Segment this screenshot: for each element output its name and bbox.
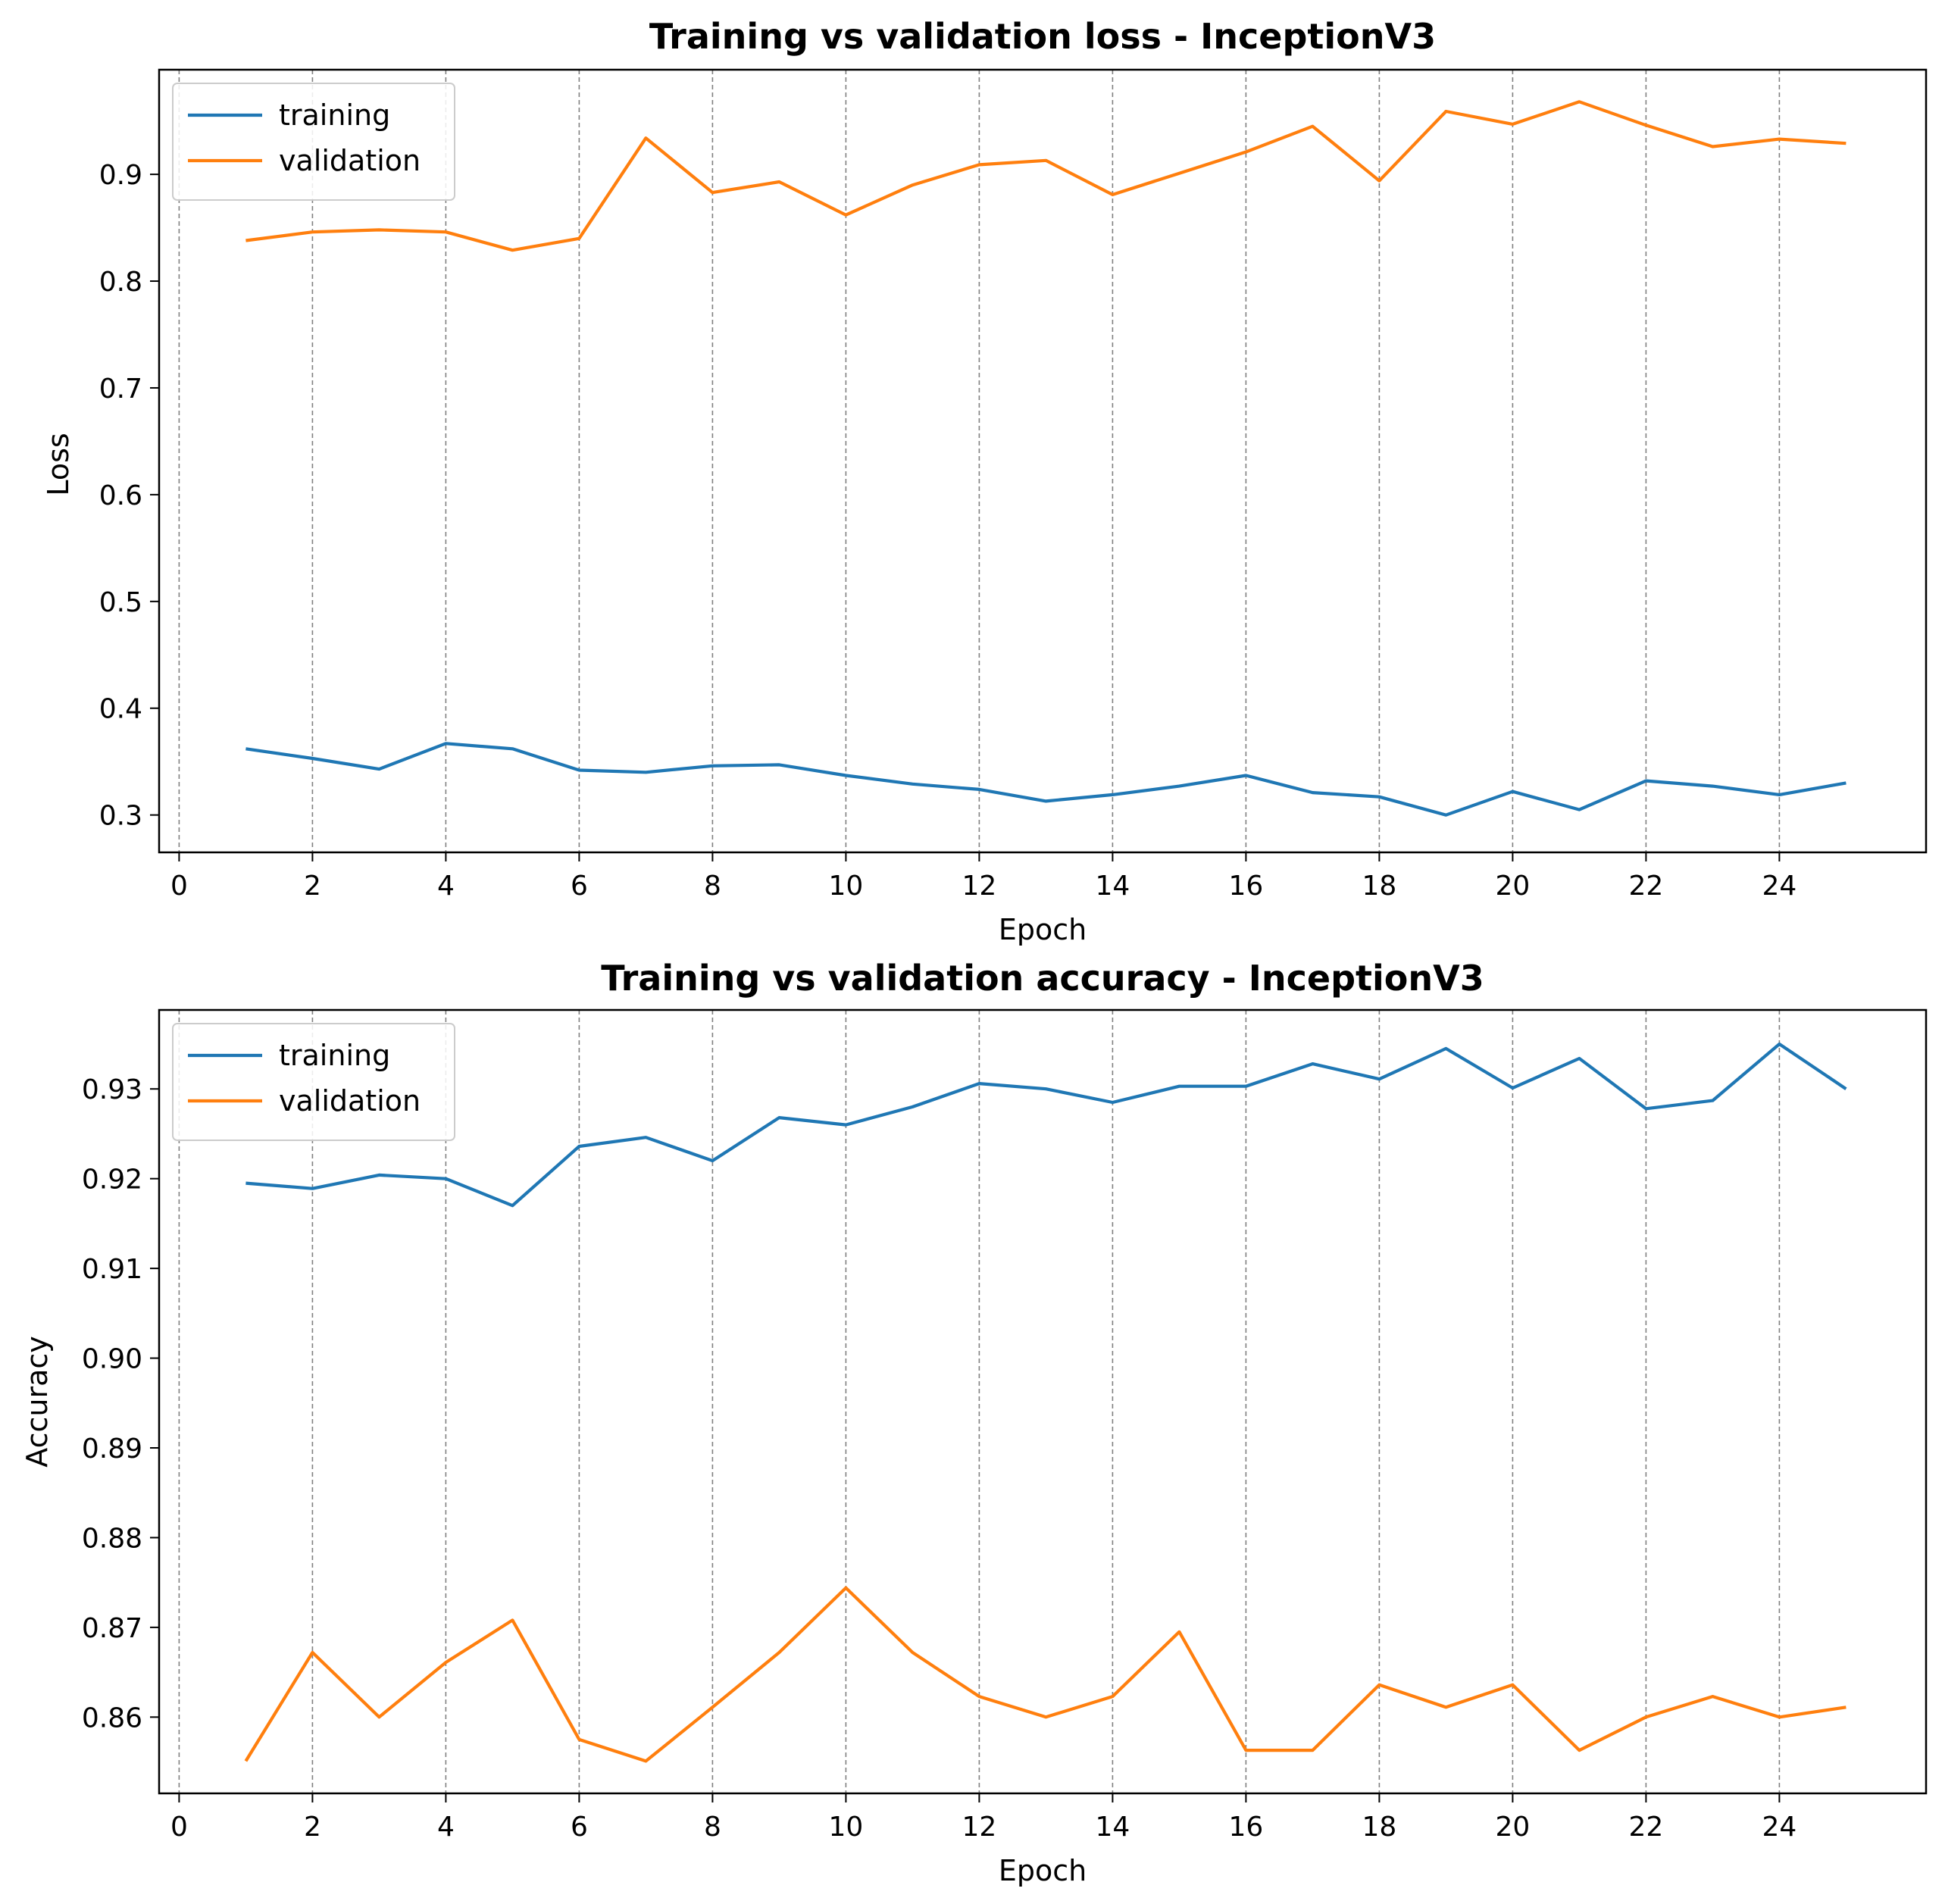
loss-chart-x-ticks: 0 2 4 6 8 10 12 14 16 18 20 22 24 [170, 852, 1796, 902]
loss-chart-x-tick-label: 18 [1362, 871, 1396, 902]
loss-chart-x-tick-label: 6 [571, 871, 588, 902]
accuracy-chart-y-tick-label: 0.89 [82, 1433, 142, 1465]
accuracy-chart-x-tick-label: 18 [1362, 1812, 1396, 1843]
loss-chart-y-tick-label: 0.4 [99, 694, 142, 725]
loss-chart-y-tick-label: 0.8 [99, 267, 142, 298]
accuracy-chart-series [244, 1042, 1847, 1763]
accuracy-chart-x-tick-label: 24 [1762, 1812, 1796, 1843]
loss-chart-x-tick-label: 22 [1628, 871, 1663, 902]
accuracy-chart-y-tick-label: 0.92 [82, 1165, 142, 1196]
accuracy-chart-series-validation-line [244, 1586, 1846, 1763]
accuracy-chart-y-tick-label: 0.88 [82, 1523, 142, 1554]
accuracy-chart-x-tick-label: 16 [1228, 1812, 1263, 1843]
loss-chart-x-tick-label: 20 [1495, 871, 1530, 902]
accuracy-chart-legend: training validation [172, 1023, 455, 1141]
loss-chart-x-tick-label: 24 [1762, 871, 1796, 902]
loss-chart-y-tick-label: 0.7 [99, 374, 142, 405]
accuracy-chart-legend-label-training: training [279, 1039, 390, 1072]
loss-chart-x-tick-label: 4 [437, 871, 455, 902]
loss-chart-y-tick-label: 0.6 [99, 480, 142, 511]
accuracy-chart-plot-frame [158, 1008, 1928, 1795]
loss-chart-x-tick-label: 8 [704, 871, 721, 902]
accuracy-chart-y-axis-label: Accuracy [20, 1336, 54, 1468]
loss-chart-y-tick-label: 0.9 [99, 160, 142, 191]
accuracy-chart-x-tick-label: 0 [170, 1812, 188, 1843]
accuracy-chart-x-tick-label: 8 [704, 1812, 721, 1843]
accuracy-chart-x-tick-label: 4 [437, 1812, 455, 1843]
loss-chart-x-tick-label: 12 [962, 871, 996, 902]
accuracy-chart-x-tick-label: 2 [304, 1812, 321, 1843]
loss-chart-panel: Training vs validation loss - InceptionV… [42, 16, 1928, 946]
accuracy-chart-series-training-line [245, 1042, 1847, 1208]
accuracy-chart-y-tick-label: 0.91 [82, 1254, 142, 1285]
accuracy-chart-title: Training vs validation accuracy - Incept… [601, 958, 1484, 999]
accuracy-chart-y-ticks: 0.86 0.87 0.88 0.89 0.90 0.91 0.92 0.93 [82, 1074, 159, 1734]
loss-chart-x-axis-label: Epoch [999, 913, 1087, 946]
accuracy-chart-x-tick-label: 10 [828, 1812, 863, 1843]
accuracy-chart-x-tick-label: 12 [962, 1812, 996, 1843]
loss-chart-y-tick-label: 0.3 [99, 801, 142, 832]
loss-chart-series-training-line [245, 742, 1846, 817]
loss-chart-y-tick-label: 0.5 [99, 587, 142, 618]
loss-chart-y-axis-label: Loss [42, 433, 75, 496]
loss-chart-legend: training validation [172, 83, 455, 201]
loss-chart-x-tick-label: 14 [1095, 871, 1130, 902]
loss-chart-title: Training vs validation loss - InceptionV… [649, 16, 1436, 57]
accuracy-chart-x-axis-label: Epoch [999, 1854, 1087, 1887]
accuracy-chart-y-tick-label: 0.90 [82, 1344, 142, 1375]
accuracy-chart-panel: Training vs validation accuracy - Incept… [20, 958, 1928, 1887]
loss-chart-series-validation-line [245, 100, 1846, 252]
accuracy-chart-x-ticks: 0 2 4 6 8 10 12 14 16 18 20 22 24 [170, 1793, 1796, 1843]
loss-chart-legend-label-validation: validation [279, 144, 421, 177]
loss-chart-x-tick-label: 0 [170, 871, 188, 902]
loss-chart-x-tick-label: 2 [304, 871, 321, 902]
loss-chart-x-tick-label: 16 [1228, 871, 1263, 902]
accuracy-chart-y-tick-label: 0.93 [82, 1074, 142, 1105]
loss-chart-x-tick-label: 10 [828, 871, 863, 902]
accuracy-chart-legend-label-validation: validation [279, 1084, 421, 1118]
accuracy-chart-x-tick-label: 14 [1095, 1812, 1130, 1843]
accuracy-chart-y-tick-label: 0.86 [82, 1702, 142, 1734]
accuracy-chart-x-tick-label: 6 [571, 1812, 588, 1843]
accuracy-chart-legend-box [172, 1023, 455, 1141]
loss-chart-series [245, 100, 1846, 817]
loss-chart-y-ticks: 0.3 0.4 0.5 0.6 0.7 0.8 0.9 [99, 160, 159, 832]
loss-chart-legend-label-training: training [279, 98, 390, 132]
accuracy-chart-y-tick-label: 0.87 [82, 1613, 142, 1644]
loss-chart-plot-frame [158, 68, 1928, 854]
accuracy-chart-x-tick-label: 22 [1628, 1812, 1663, 1843]
accuracy-chart-x-tick-label: 20 [1495, 1812, 1530, 1843]
loss-chart-legend-box [172, 83, 455, 201]
